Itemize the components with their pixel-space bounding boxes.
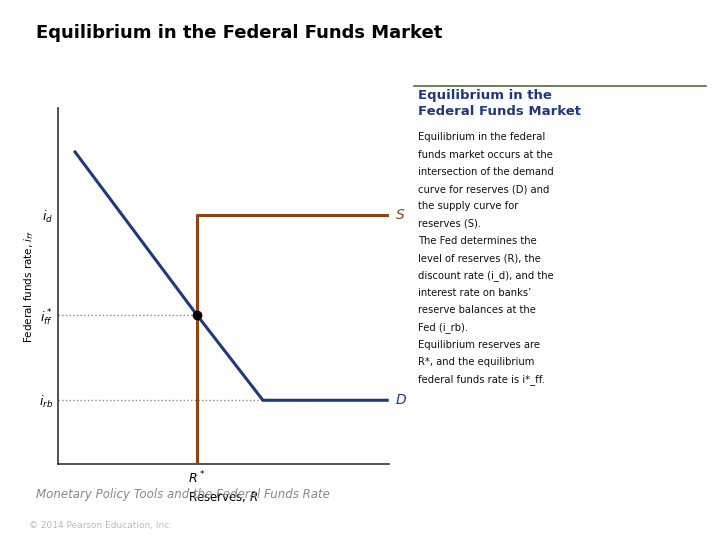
- Text: The Fed determines the: The Fed determines the: [418, 236, 536, 246]
- Text: discount rate (i_d), and the: discount rate (i_d), and the: [418, 271, 554, 281]
- Text: $D$: $D$: [395, 393, 408, 407]
- Y-axis label: Federal funds rate, $i_{ff}$: Federal funds rate, $i_{ff}$: [22, 230, 36, 342]
- Text: © 2014 Pearson Education, Inc.: © 2014 Pearson Education, Inc.: [29, 521, 172, 530]
- Text: reserves (S).: reserves (S).: [418, 219, 481, 229]
- Text: reserve balances at the: reserve balances at the: [418, 305, 536, 315]
- Text: $S$: $S$: [395, 208, 406, 222]
- Text: federal funds rate is i*_ff.: federal funds rate is i*_ff.: [418, 374, 544, 385]
- Text: interest rate on banks’: interest rate on banks’: [418, 288, 531, 298]
- Text: the supply curve for: the supply curve for: [418, 201, 518, 212]
- Text: 18 of 61: 18 of 61: [635, 521, 686, 530]
- Text: Monetary Policy Tools and the Federal Funds Rate: Monetary Policy Tools and the Federal Fu…: [36, 488, 330, 501]
- Text: level of reserves (R), the: level of reserves (R), the: [418, 253, 541, 264]
- Text: Equilibrium in the Federal Funds Market: Equilibrium in the Federal Funds Market: [36, 24, 442, 42]
- X-axis label: Reserves, $R$: Reserves, $R$: [188, 490, 258, 504]
- Text: funds market occurs at the: funds market occurs at the: [418, 150, 552, 160]
- Text: R*, and the equilibrium: R*, and the equilibrium: [418, 357, 534, 367]
- Text: Equilibrium in the
Federal Funds Market: Equilibrium in the Federal Funds Market: [418, 89, 580, 118]
- Text: Figure 15.1: Figure 15.1: [426, 65, 502, 78]
- Text: Equilibrium reserves are: Equilibrium reserves are: [418, 340, 539, 350]
- Text: Fed (i_rb).: Fed (i_rb).: [418, 322, 468, 333]
- Text: Equilibrium in the federal: Equilibrium in the federal: [418, 132, 545, 143]
- Text: intersection of the demand: intersection of the demand: [418, 167, 554, 177]
- Text: curve for reserves (D) and: curve for reserves (D) and: [418, 184, 549, 194]
